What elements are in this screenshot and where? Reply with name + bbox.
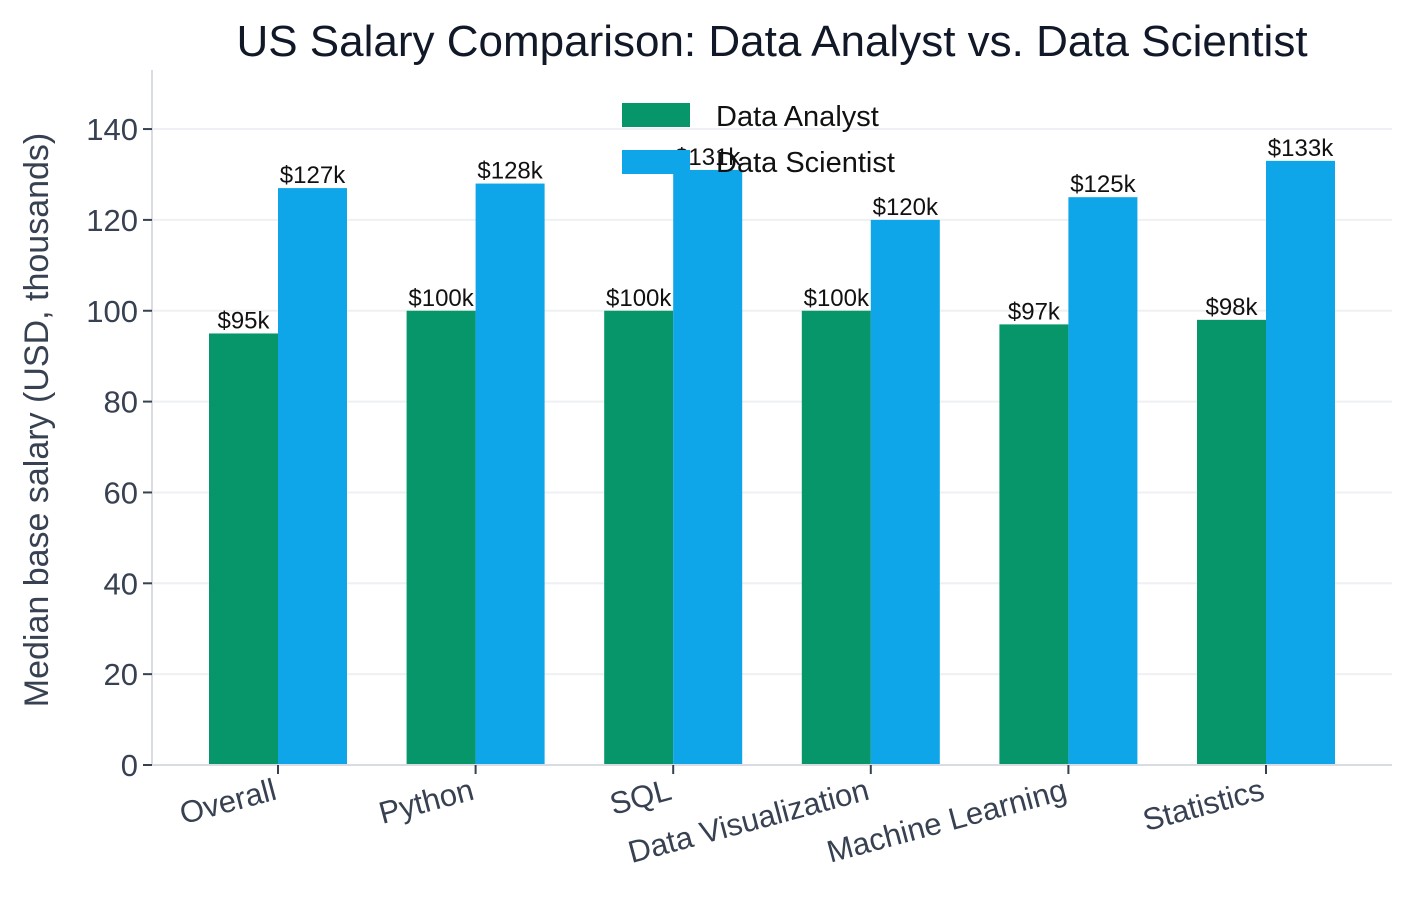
bars xyxy=(209,160,1335,766)
data-label-data-scientist-overall: $127k xyxy=(280,162,346,189)
legend-label-data-analyst: Data Analyst xyxy=(716,101,879,133)
data-label-data-scientist-data-visualization: $120k xyxy=(873,194,939,221)
data-label-data-analyst-python: $100k xyxy=(408,285,474,312)
y-tick-label-40: 40 xyxy=(104,566,138,601)
x-tick-label-overall: Overall xyxy=(176,772,280,831)
y-tick-label-0: 0 xyxy=(121,748,138,783)
bar-data-analyst-python xyxy=(406,310,476,765)
legend-label-data-scientist: Data Scientist xyxy=(716,147,895,179)
bar-data-scientist-overall xyxy=(278,188,347,766)
data-label-data-scientist-python: $128k xyxy=(477,158,543,185)
data-label-data-analyst-data-visualization: $100k xyxy=(804,285,870,312)
legend-swatch-data-scientist xyxy=(622,150,690,174)
axes xyxy=(151,70,1392,766)
bar-data-analyst-overall xyxy=(209,333,278,765)
bar-data-analyst-machine-learning xyxy=(999,324,1069,765)
chart-title: US Salary Comparison: Data Analyst vs. D… xyxy=(236,17,1307,66)
x-tick-label-statistics: Statistics xyxy=(1139,772,1268,838)
bar-data-analyst-sql xyxy=(604,310,674,765)
data-label-data-scientist-machine-learning: $125k xyxy=(1070,171,1136,198)
y-axis-label: Median base salary (USD, thousands) xyxy=(18,133,56,708)
data-label-data-analyst-overall: $95k xyxy=(217,307,270,334)
legend: Data Analyst Data Scientist xyxy=(622,101,895,179)
y-tick-label-140: 140 xyxy=(86,112,138,147)
bar-data-scientist-python xyxy=(475,183,545,766)
y-ticks: 0 20 40 60 80 100 120 140 xyxy=(86,112,152,783)
y-tick-label-20: 20 xyxy=(104,657,138,692)
y-tick-label-80: 80 xyxy=(104,385,138,420)
y-tick-label-60: 60 xyxy=(104,475,138,510)
bar-data-scientist-machine-learning xyxy=(1068,197,1138,765)
y-tick-label-120: 120 xyxy=(86,203,138,238)
data-label-data-scientist-statistics: $133k xyxy=(1268,135,1334,162)
bar-data-analyst-data-visualization xyxy=(801,310,871,765)
data-label-data-analyst-statistics: $98k xyxy=(1205,294,1258,321)
gridlines xyxy=(152,128,1392,676)
bar-data-scientist-statistics xyxy=(1266,160,1335,765)
bar-data-scientist-data-visualization xyxy=(870,219,940,765)
bar-data-scientist-sql xyxy=(673,169,743,766)
data-labels: $95k$127k$100k$128k$100k$131k$100k$120k$… xyxy=(217,135,1334,335)
x-tick-label-python: Python xyxy=(375,772,477,831)
data-label-data-analyst-sql: $100k xyxy=(606,285,672,312)
legend-swatch-data-analyst xyxy=(622,103,690,127)
bar-data-analyst-statistics xyxy=(1197,319,1266,765)
data-label-data-analyst-machine-learning: $97k xyxy=(1008,298,1061,325)
y-tick-label-100: 100 xyxy=(86,294,138,329)
x-tick-label-sql: SQL xyxy=(606,772,675,822)
